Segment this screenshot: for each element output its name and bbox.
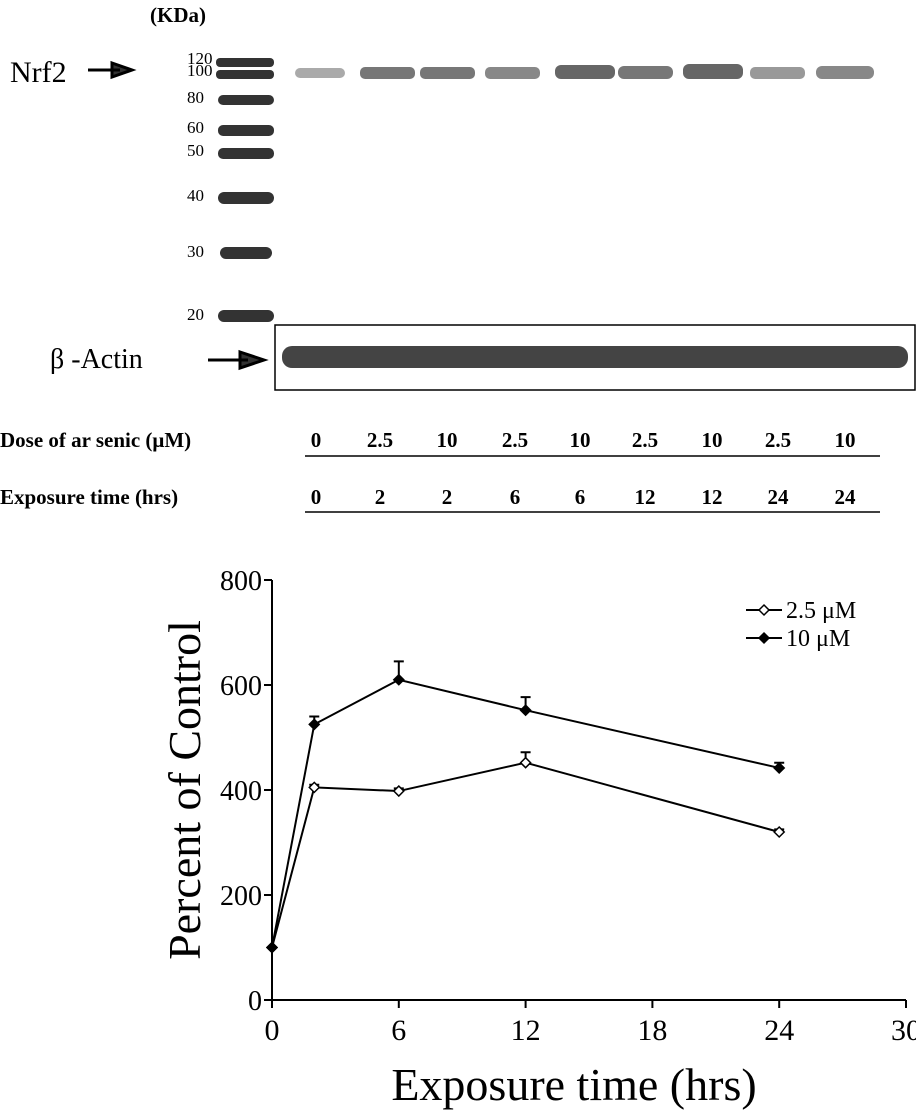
arrow [208,352,264,368]
legend-label: 2.5 μM [786,598,856,624]
point [267,943,277,953]
time-label: Exposure time (hrs) [0,485,178,509]
dose-value: 10 [570,428,591,452]
time-value: 24 [768,485,790,509]
y-tick-label: 800 [220,566,262,597]
dose-value: 2.5 [502,428,528,452]
nrf2-band [683,64,743,79]
point [521,758,531,768]
figure: (KDa) Nrf2 β -Actin Dose of ar senic (μM… [0,0,916,1114]
x-tick-label: 0 [265,1014,280,1047]
time-value: 6 [510,485,521,509]
nrf2-band [750,67,805,79]
point [309,719,319,729]
dose-label: Dose of ar senic (μM) [0,428,191,452]
time-value: 6 [575,485,586,509]
nrf2-band [555,65,615,79]
control-label: β -Actin [50,344,143,375]
time-value: 24 [835,485,857,509]
y-axis-title: Percent of Control [159,620,210,960]
target-label: Nrf2 [10,56,67,89]
nrf2-band [295,68,345,78]
time-value: 0 [311,485,322,509]
legend-marker [759,605,769,615]
dose-value: 2.5 [765,428,791,452]
ladder-band [218,148,274,159]
ladder-band [220,247,272,259]
unit-label: (KDa) [150,3,206,27]
actin-band [282,346,908,368]
arrow [88,63,132,77]
marker-label: 100 [187,61,213,80]
ladder-band [218,125,274,136]
time-value: 2 [375,485,386,509]
ladder-band [218,192,274,204]
ladder-band [216,58,274,67]
ladder-band [218,95,274,105]
x-tick-label: 30 [891,1014,916,1047]
nrf2-band [360,67,415,79]
dose-value: 2.5 [632,428,658,452]
marker-label: 30 [187,242,204,261]
x-tick-label: 18 [637,1014,667,1047]
legend-label: 10 μM [786,626,850,652]
nrf2-band [618,66,673,79]
point [521,705,531,715]
x-tick-label: 12 [511,1014,541,1047]
y-tick-label: 0 [248,986,262,1017]
time-value: 2 [442,485,453,509]
marker-label: 20 [187,305,204,324]
point [774,763,784,773]
dose-value: 10 [437,428,458,452]
nrf2-band [485,67,540,79]
x-tick-label: 24 [764,1014,794,1047]
x-axis-title: Exposure time (hrs) [391,1059,756,1110]
time-value: 12 [702,485,723,509]
y-tick-label: 600 [220,671,262,702]
dose-value: 10 [835,428,856,452]
nrf2-band [816,66,874,79]
marker-label: 50 [187,141,204,160]
legend-marker [759,633,769,643]
marker-label: 80 [187,88,204,107]
x-tick-label: 6 [391,1014,406,1047]
marker-label: 40 [187,186,204,205]
y-tick-label: 200 [220,881,262,912]
ladder-band [216,70,274,79]
dose-value: 2.5 [367,428,393,452]
nrf2-band [420,67,475,79]
y-tick-label: 400 [220,776,262,807]
dose-value: 0 [311,428,322,452]
marker-label: 60 [187,118,204,137]
dose-value: 10 [702,428,723,452]
series-line [272,680,779,948]
time-value: 12 [635,485,656,509]
ladder-band [218,310,274,322]
point [394,675,404,685]
series-line [272,763,779,948]
